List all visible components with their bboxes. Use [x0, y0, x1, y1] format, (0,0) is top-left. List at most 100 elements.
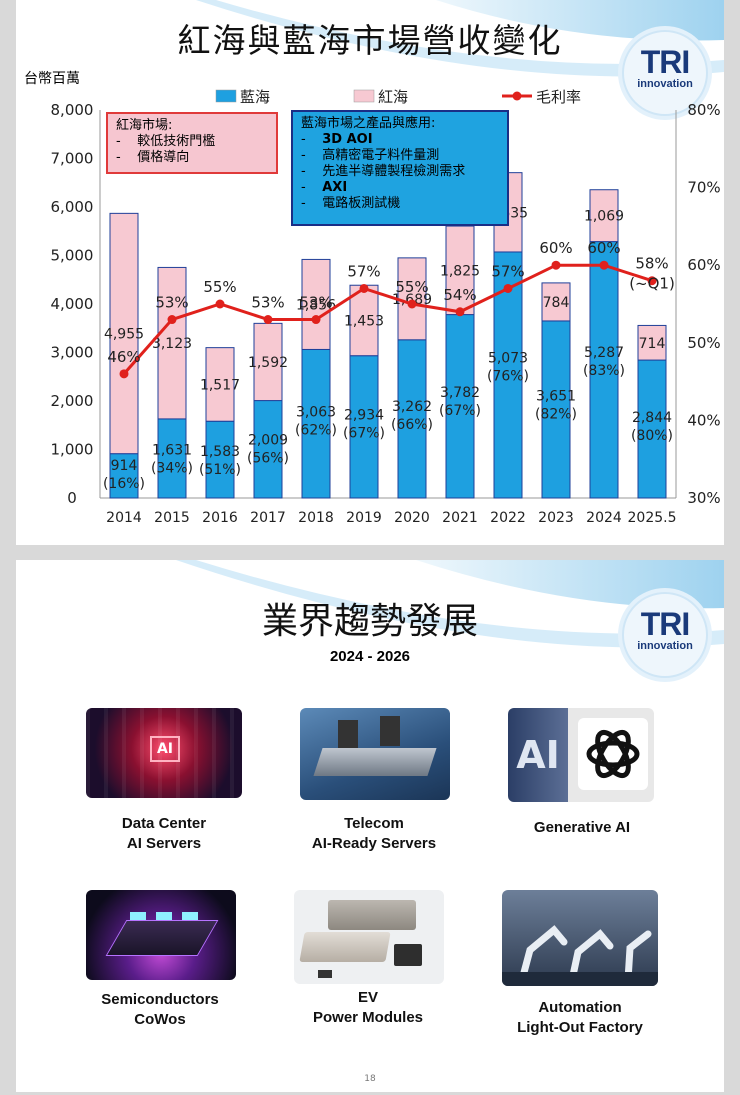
data-label-red-sea: 1,825 [440, 263, 480, 279]
data-label-blue-share: (67%) [343, 426, 385, 442]
data-label-gross-margin: 53% [155, 294, 188, 312]
openai-knot-icon [578, 718, 648, 790]
gross-margin-point [311, 315, 321, 325]
data-label-gross-margin: 58% [635, 255, 668, 273]
data-label-blue-sea: 2,934 [344, 408, 384, 424]
data-center-image: AI [86, 708, 242, 798]
gross-margin-point [119, 369, 129, 379]
tri-logo: TRI innovation [622, 30, 708, 116]
data-label-gross-margin: 54% [443, 286, 476, 304]
data-label-gross-margin-note: (~Q1) [629, 275, 675, 293]
gross-margin-point [215, 299, 225, 309]
data-label-gross-margin: 53% [299, 294, 332, 312]
data-label-blue-sea: 3,262 [392, 399, 432, 415]
page-number: 18 [364, 1074, 376, 1084]
card-automation: Automation Light-Out Factory [480, 998, 680, 1038]
y-right-tick-label: 30% [687, 489, 720, 507]
data-label-gross-margin: 60% [539, 239, 572, 257]
card-line1: Automation [538, 999, 622, 1016]
data-label-red-sea: 1,517 [200, 377, 240, 393]
bar-red-sea [541, 282, 571, 322]
slide-industry-trends: 業界趨勢發展 2024 - 2026 TRI innovation AI Dat… [16, 560, 724, 1092]
semiconductor-image [86, 890, 236, 980]
data-label-red-sea: 1,592 [248, 355, 288, 371]
red-sea-note: 紅海市場: - 較低技術門檻 - 價格導向 [106, 112, 278, 174]
red-note-item: - 價格導向 [116, 150, 190, 165]
tri-logo: TRI innovation [622, 592, 708, 678]
data-label-red-sea: 1,453 [344, 313, 384, 329]
blue-note-title: 藍海市場之產品與應用: [301, 116, 436, 131]
revenue-chart: 0 1,000 2,000 3,000 4,000 5,000 6,000 7,000 8,00… [51, 88, 721, 526]
x-tick-label: 2023 [538, 510, 574, 526]
robot-arm-icon [502, 925, 658, 986]
bar-red-sea [157, 266, 187, 420]
x-tick-label: 2016 [202, 510, 238, 526]
y-right-tick-label: 80% [687, 101, 720, 119]
blue-note-item: - 先進半導體製程檢測需求 [301, 164, 466, 179]
blue-note-item: - 3D AOI [301, 132, 373, 147]
blue-sea-note: 藍海市場之產品與應用: - 3D AOI - 高精密電子料件量測 - 先進半導體… [291, 110, 509, 226]
data-label-red-sea: 1,856 [296, 297, 336, 313]
data-label-gross-margin: 53% [251, 294, 284, 312]
x-tick-label: 2025.5 [628, 510, 677, 526]
y-left-tick-label: 5,000 [51, 247, 94, 265]
data-label-blue-share: (56%) [247, 450, 289, 466]
y-left-tick-label: 1,000 [51, 441, 94, 459]
blue-note-item: - AXI [301, 180, 348, 195]
legend-swatch [215, 89, 237, 103]
data-label-red-sea: 4,955 [104, 327, 144, 343]
card-line2: Light-Out Factory [517, 1019, 643, 1036]
y-left-tick-label: 6,000 [51, 198, 94, 216]
legend-label: 藍海 [240, 88, 270, 106]
data-label-blue-sea: 5,073 [488, 351, 528, 367]
card-line1: Generative AI [533, 819, 631, 836]
data-label-blue-share: (66%) [391, 417, 433, 433]
gross-margin-point [263, 315, 273, 325]
chart-title: 紅海與藍海市場營收變化 [177, 21, 563, 60]
card-line2: Power Modules [312, 1009, 424, 1026]
y-right-tick-label: 50% [687, 334, 720, 352]
power-module-image [294, 890, 444, 984]
telecom-server-image [300, 708, 450, 800]
bar-red-sea [397, 257, 427, 341]
bar-blue-sea [109, 453, 139, 499]
bar-blue-sea [301, 348, 331, 499]
bar-red-sea [253, 322, 283, 402]
legend-swatch [353, 89, 375, 103]
data-label-blue-share: (67%) [439, 403, 481, 419]
data-label-blue-sea: 914 [111, 458, 138, 474]
bar-blue-sea [349, 355, 379, 499]
data-label-blue-sea: 1,631 [152, 442, 192, 458]
ai-letters-icon: AI [508, 708, 568, 802]
card-telecom: Telecom AI-Ready Servers [274, 814, 474, 854]
slide-title: 業界趨勢發展 [261, 601, 478, 642]
logo-subtext: innovation [637, 640, 693, 652]
bar-blue-sea [253, 400, 283, 499]
slide-subtitle: 2024 - 2026 [329, 648, 411, 665]
bar-red-sea [637, 324, 667, 361]
data-label-red-sea: 1,069 [584, 209, 624, 225]
y-left-tick-label: 2,000 [51, 392, 94, 410]
card-semiconductors: Semiconductors CoWos [60, 990, 260, 1030]
y-left-tick-label: 3,000 [51, 344, 94, 362]
legend-label: 紅海 [378, 88, 408, 106]
logo-text: TRI [640, 606, 691, 642]
data-label-blue-sea: 3,651 [536, 389, 576, 405]
data-label-blue-share: (80%) [631, 428, 673, 444]
x-tick-label: 2022 [490, 510, 526, 526]
bar-red-sea [589, 189, 619, 243]
data-label-blue-share: (16%) [103, 476, 145, 492]
ai-chip-icon: AI [150, 736, 180, 762]
data-label-gross-margin: 60% [587, 239, 620, 257]
data-label-blue-share: (62%) [295, 422, 337, 438]
gross-margin-point [407, 299, 417, 309]
logo-subtext: innovation [637, 78, 693, 90]
data-label-red-sea: 784 [543, 295, 570, 311]
bar-blue-sea [541, 320, 571, 499]
card-line2: CoWos [134, 1011, 186, 1028]
logo-text: TRI [640, 44, 691, 80]
data-label-blue-sea: 3,063 [296, 404, 336, 420]
data-label-blue-sea: 5,287 [584, 345, 624, 361]
bar-red-sea [205, 347, 235, 422]
bar-red-sea [445, 225, 475, 316]
